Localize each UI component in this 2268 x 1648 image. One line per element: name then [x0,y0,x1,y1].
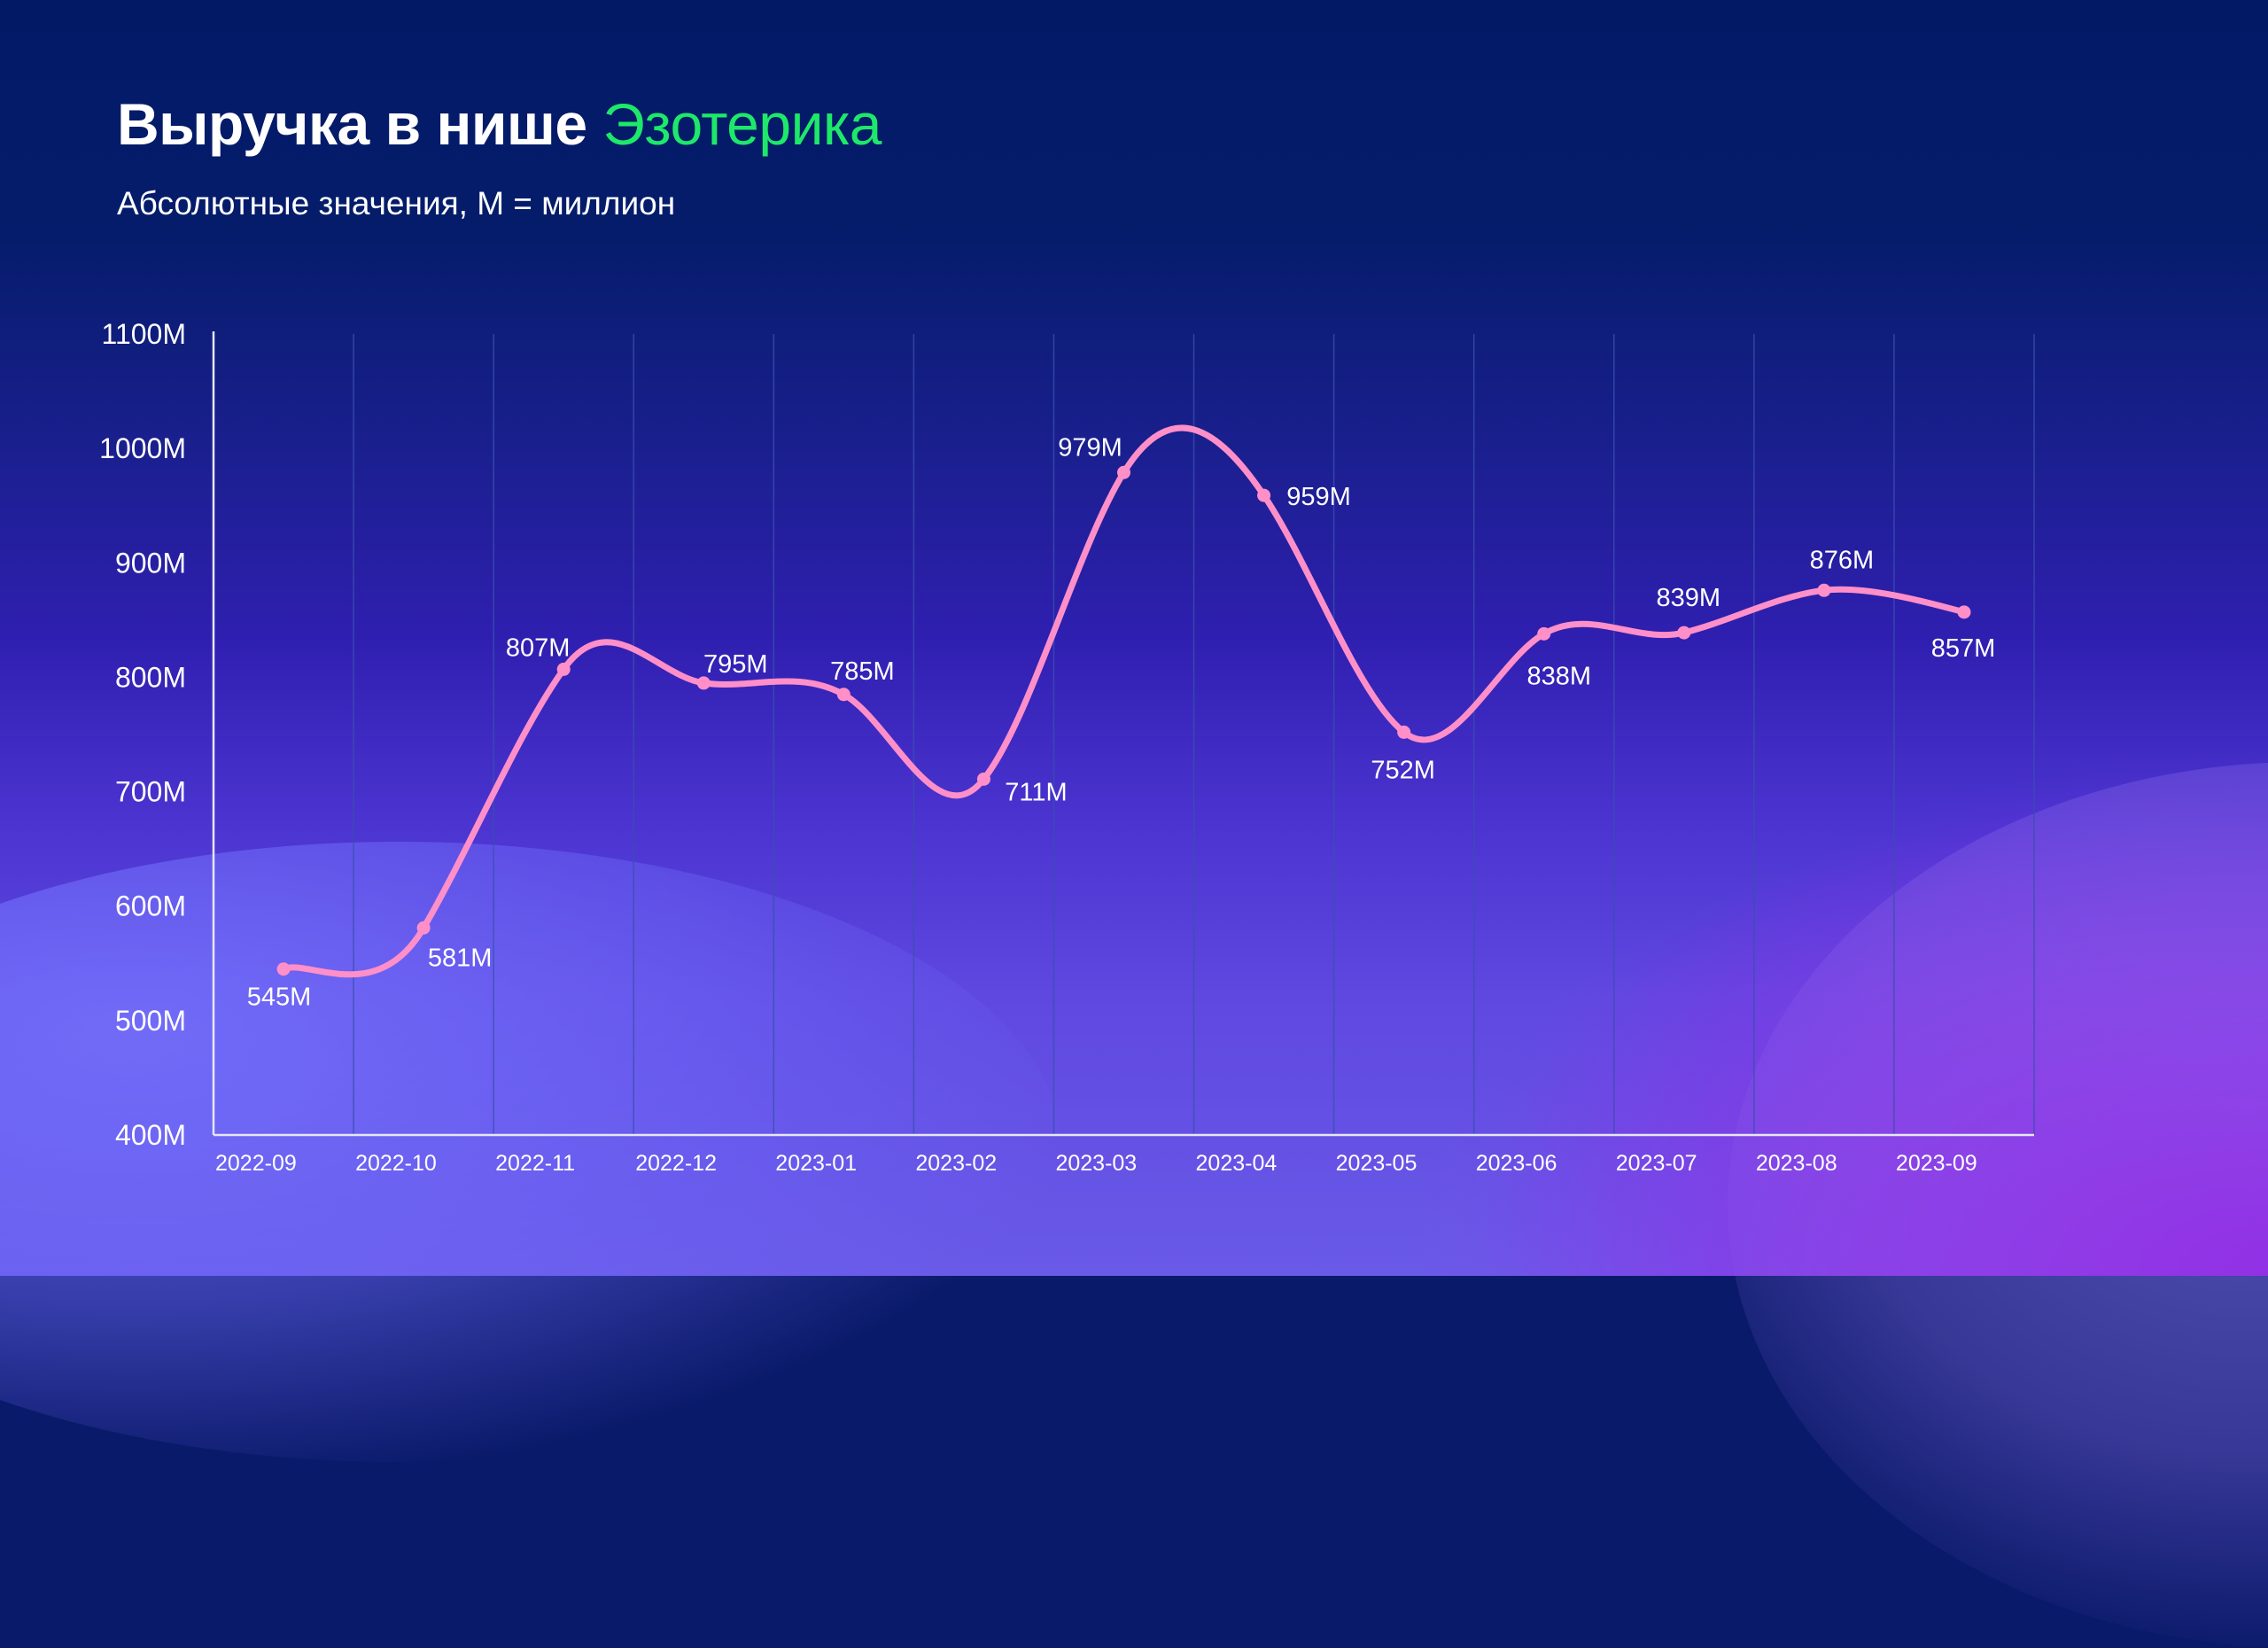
data-point [1817,583,1831,597]
data-label: 545M [247,983,312,1012]
x-tick-label: 2023-05 [1336,1151,1418,1176]
data-labels: 545M 581M 807M 795M 785M 711M 979M 959M 752M 838M… [247,433,1995,1011]
y-tick-label: 600M [115,890,186,922]
x-tick-label: 2022-12 [635,1151,717,1176]
y-tick-label: 500M [115,1005,186,1037]
y-tick-label: 400M [115,1119,186,1151]
y-tick-label: 900M [115,547,186,579]
data-point [836,688,850,702]
data-point [1677,626,1691,640]
data-label: 839M [1657,584,1721,612]
data-point [276,962,291,976]
page-title: Выручка в нише Эзотерика [117,89,882,159]
data-point [976,772,990,786]
data-label: 857M [1931,634,1996,663]
data-points [276,465,1971,976]
data-label: 752M [1371,756,1435,784]
x-tick-label: 2022-11 [495,1151,575,1176]
chart-axes [212,331,2034,1137]
data-label: 876M [1810,546,1875,574]
y-tick-label: 1100M [102,318,186,350]
x-tick-label: 2023-08 [1756,1151,1837,1176]
data-label: 795M [703,650,768,679]
page-subtitle: Абсолютные значения, M = миллион [117,185,676,222]
data-label: 581M [428,944,493,972]
data-point [556,662,571,676]
data-point [696,676,711,690]
x-tick-label: 2023-04 [1196,1151,1278,1176]
y-tick-label: 1000M [99,432,186,464]
data-label: 785M [830,657,895,686]
background-corner-glow [1471,744,2268,1276]
x-axis-tick-labels: 2022-09 2022-10 2022-11 2022-12 2023-01 2023-… [215,1151,1977,1176]
data-label: 959M [1286,483,1351,511]
data-label: 711M [1005,778,1067,806]
data-point [1117,465,1130,479]
x-tick-label: 2022-09 [215,1151,297,1176]
x-tick-label: 2022-10 [355,1151,437,1176]
x-tick-label: 2023-09 [1896,1151,1977,1176]
data-point [1957,605,1971,619]
data-label: 807M [506,634,571,662]
revenue-line [280,424,1968,978]
title-main: Выручка в нише [117,91,587,157]
x-tick-label: 2023-02 [915,1151,997,1176]
data-point [1537,626,1551,641]
x-tick-label: 2023-03 [1055,1151,1137,1176]
data-label: 979M [1058,433,1122,462]
line-chart: 400M 500M 600M 700M 800M 900M 1000M 1100M 2022-… [99,318,2035,1176]
vertical-gridlines [353,334,2035,1135]
y-axis-tick-labels: 400M 500M 600M 700M 800M 900M 1000M 1100M [99,318,186,1151]
x-tick-label: 2023-07 [1616,1151,1697,1176]
title-accent: Эзотерика [602,91,882,157]
x-tick-label: 2023-06 [1476,1151,1557,1176]
x-tick-label: 2023-01 [775,1151,857,1176]
data-label: 838M [1526,662,1591,690]
y-tick-label: 700M [115,776,186,808]
data-point [1397,725,1411,739]
y-tick-label: 800M [115,661,186,693]
data-point [1257,488,1271,502]
data-point [416,921,431,935]
